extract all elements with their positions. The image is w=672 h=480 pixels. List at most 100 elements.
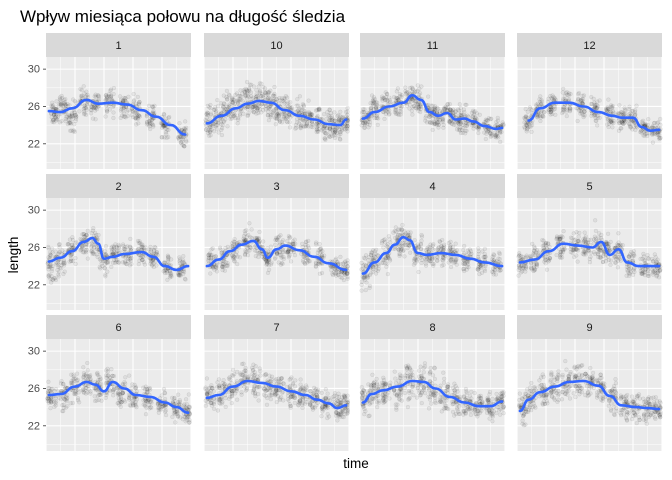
data-point: [108, 87, 113, 92]
data-point: [121, 243, 126, 249]
data-point: [430, 247, 436, 252]
data-point: [435, 116, 441, 122]
facet-panel: 5: [516, 174, 663, 310]
data-point: [46, 244, 51, 250]
data-point: [84, 107, 89, 113]
data-point: [143, 412, 149, 417]
data-point: [283, 116, 289, 121]
data-point: [287, 125, 293, 130]
data-point: [245, 113, 250, 119]
data-point: [67, 113, 72, 119]
data-point: [214, 264, 219, 269]
data-point: [562, 247, 567, 252]
data-point: [73, 112, 78, 118]
data-point: [338, 109, 343, 114]
data-point: [111, 91, 116, 97]
data-point: [118, 394, 123, 400]
data-point: [125, 244, 130, 249]
data-point: [146, 103, 152, 108]
data-point: [256, 102, 262, 107]
data-point: [554, 236, 559, 242]
data-point: [404, 90, 410, 95]
data-point: [58, 102, 64, 107]
data-point: [54, 105, 59, 110]
data-point: [273, 242, 278, 247]
data-point: [134, 102, 139, 107]
data-point: [482, 246, 488, 252]
data-point: [149, 118, 154, 123]
data-point: [171, 396, 177, 401]
data-point: [302, 118, 307, 123]
data-point: [120, 390, 126, 395]
data-point: [367, 283, 373, 289]
data-point: [135, 116, 141, 121]
data-point: [649, 256, 655, 262]
data-point: [54, 116, 59, 122]
data-point: [56, 274, 62, 279]
data-point: [127, 373, 132, 378]
data-point: [69, 113, 74, 118]
data-point: [67, 120, 72, 125]
data-point: [62, 102, 68, 107]
data-point: [558, 235, 564, 240]
data-point: [634, 103, 639, 108]
data-point: [641, 133, 646, 138]
data-point: [103, 381, 109, 386]
data-point: [415, 257, 420, 262]
data-point: [109, 96, 114, 101]
data-point: [458, 105, 463, 111]
data-point: [209, 403, 215, 408]
data-point: [118, 108, 124, 113]
data-point: [594, 118, 599, 124]
data-point: [292, 253, 298, 258]
data-point: [247, 221, 252, 226]
data-point: [229, 400, 234, 406]
data-point: [374, 113, 379, 119]
data-point: [152, 103, 157, 108]
data-point: [60, 103, 66, 109]
data-point: [68, 121, 74, 126]
data-point: [608, 109, 613, 114]
data-point: [160, 123, 166, 128]
data-point: [268, 397, 274, 402]
data-point: [396, 112, 402, 118]
data-point: [104, 94, 110, 100]
data-point: [609, 103, 614, 108]
data-point: [81, 365, 86, 370]
data-point: [132, 382, 137, 387]
data-point: [165, 277, 170, 282]
data-point: [79, 93, 85, 98]
data-point: [245, 246, 250, 251]
data-point: [370, 248, 376, 253]
data-point: [85, 256, 90, 261]
data-point: [216, 383, 222, 388]
data-point: [527, 105, 533, 110]
data-point: [59, 93, 64, 99]
data-point: [426, 94, 431, 99]
data-point: [93, 92, 98, 97]
facet-strip-label: 12: [583, 40, 595, 52]
data-point: [385, 271, 391, 277]
data-point: [70, 400, 75, 406]
data-point: [180, 142, 185, 147]
data-point: [393, 107, 398, 112]
data-point: [47, 272, 52, 278]
data-point: [121, 98, 126, 103]
data-point: [97, 377, 103, 383]
data-point: [123, 115, 128, 120]
data-point: [290, 241, 295, 246]
data-point: [630, 253, 636, 259]
data-point: [265, 270, 271, 276]
data-point: [547, 107, 552, 113]
data-point: [319, 270, 325, 276]
data-point: [448, 239, 453, 244]
data-point: [123, 375, 128, 380]
data-point: [136, 101, 141, 106]
data-point: [328, 110, 334, 116]
data-point: [66, 117, 71, 123]
data-point: [93, 94, 99, 99]
facet-panel: 11: [359, 33, 506, 169]
data-point: [203, 403, 208, 409]
facet-strip-label: 10: [270, 40, 282, 52]
data-point: [568, 235, 574, 240]
